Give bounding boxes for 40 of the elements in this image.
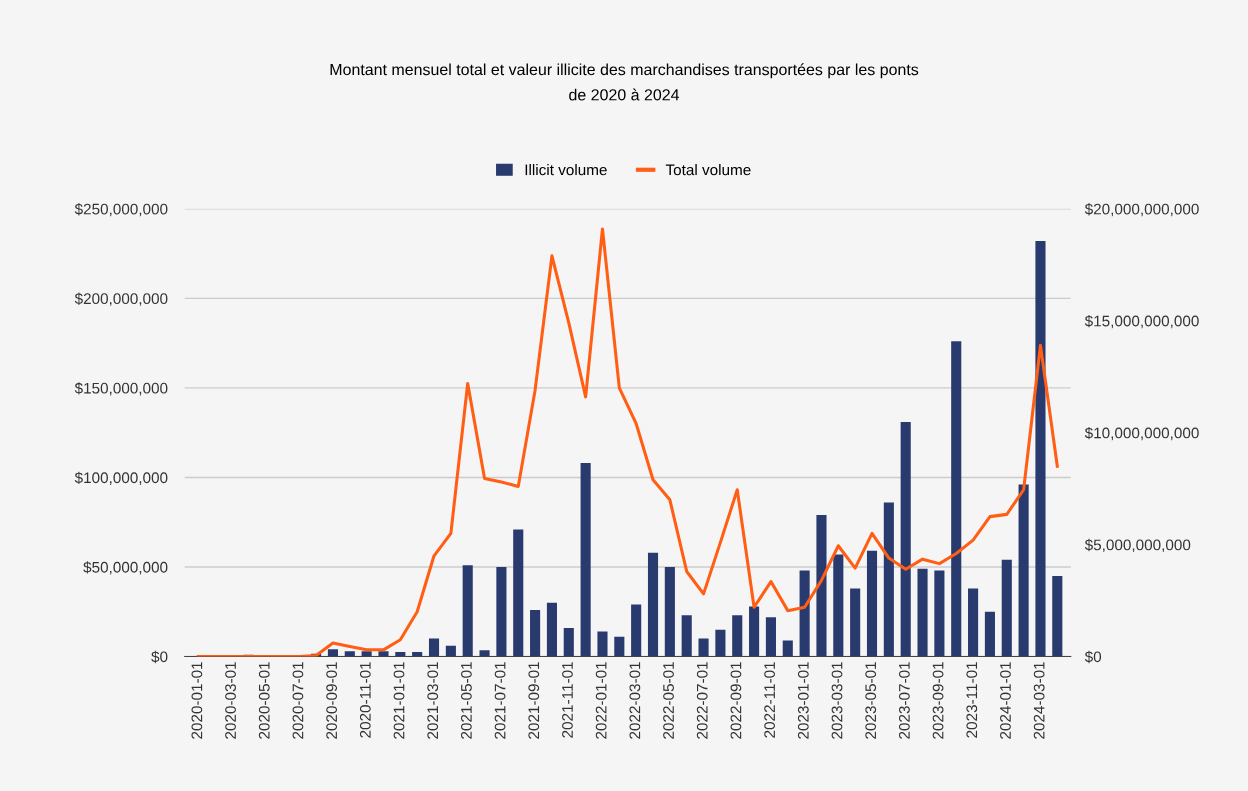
x-tick-label: 2024-01-01 xyxy=(1000,662,1011,739)
x-tick-label: 2020-09-01 xyxy=(326,662,338,739)
x-tick-label: 2023-09-01 xyxy=(932,662,944,739)
x-tick-label: 2022-09-01 xyxy=(730,662,742,739)
x-tick-label: 2023-11-01 xyxy=(966,662,978,738)
x-tick-label: 2022-11-01 xyxy=(764,662,776,738)
y-tick-label: $50,000,000 xyxy=(83,561,168,575)
y2-tick-label: $10,000,000,000 xyxy=(1084,426,1199,441)
y2-tick-label: $20,000,000,000 xyxy=(1084,203,1199,217)
x-tick-label: 2022-07-01 xyxy=(696,662,708,739)
x-tick-label: 2022-01-01 xyxy=(595,662,607,739)
x-tick-label: 2023-03-01 xyxy=(831,662,843,739)
x-tick-label: 2021-09-01 xyxy=(528,662,540,739)
x-tick-label: 2023-01-01 xyxy=(797,662,809,739)
y-tick-label: $200,000,000 xyxy=(74,292,168,306)
y2-tick-label: $15,000,000,000 xyxy=(1084,314,1199,329)
x-tick-label: 2021-01-01 xyxy=(393,662,405,739)
x-tick-label: 2020-01-01 xyxy=(191,662,203,739)
y-tick-label: $250,000,000 xyxy=(74,203,168,217)
legend-label: Total volume xyxy=(665,164,751,176)
y2-tick-label: $0 xyxy=(1084,650,1102,664)
y-tick-label: $100,000,000 xyxy=(74,471,168,485)
x-tick-label: 2022-05-01 xyxy=(663,662,674,739)
y-tick-label: $0 xyxy=(151,650,168,664)
x-tick-label: 2021-03-01 xyxy=(427,662,439,739)
legend-label: Illicit volume xyxy=(525,164,607,176)
x-tick-label: 2023-07-01 xyxy=(898,662,910,739)
y-tick-label: $150,000,000 xyxy=(74,382,168,396)
x-tick-label: 2022-03-01 xyxy=(629,662,641,739)
y2-tick-label: $5,000,000,000 xyxy=(1084,538,1191,553)
x-tick-label: 2021-11-01 xyxy=(562,662,573,738)
x-tick-label: 2020-05-01 xyxy=(258,662,270,739)
chart-title: Montant mensuel total et valeur illicite des marchandises transportées par les ponts de 2020 à 2024 xyxy=(330,63,919,101)
x-tick-label: 2020-03-01 xyxy=(225,662,236,739)
x-tick-label: 2023-05-01 xyxy=(865,662,877,739)
x-tick-label: 2021-05-01 xyxy=(460,662,472,739)
x-tick-label: 2020-11-01 xyxy=(359,662,371,738)
x-tick-label: 2020-07-01 xyxy=(292,662,304,739)
x-tick-label: 2024-03-01 xyxy=(1033,662,1045,739)
x-tick-label: 2021-07-01 xyxy=(494,662,506,739)
